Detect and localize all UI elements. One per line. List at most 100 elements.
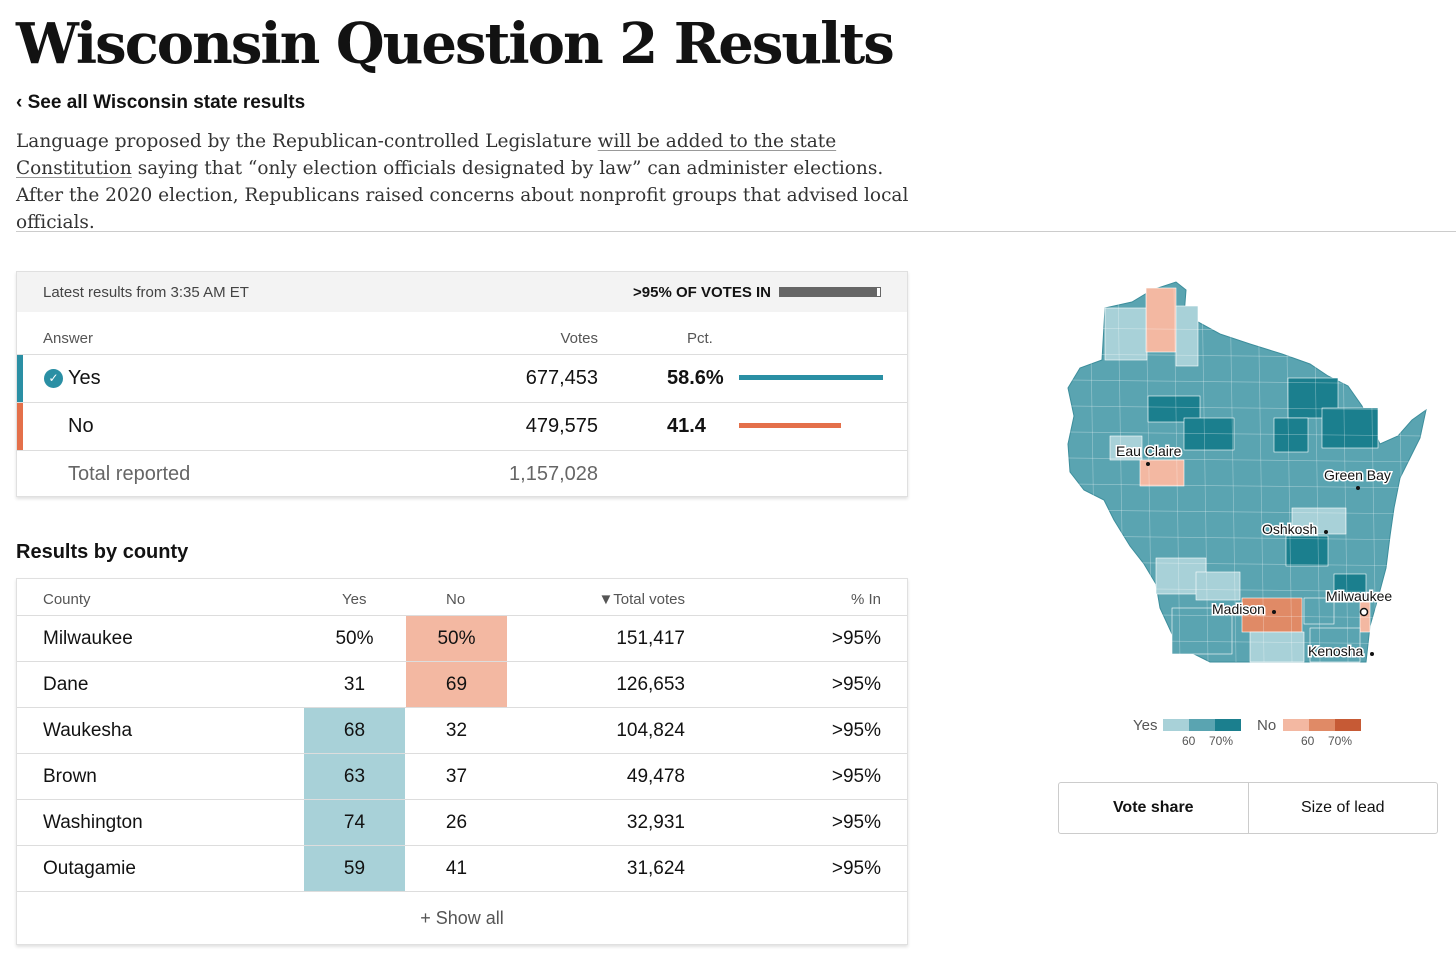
county-border [1067, 535, 1427, 541]
county-yes: 59 [304, 846, 405, 891]
answer-row-yes: ✓ Yes 677,453 58.6% [17, 355, 907, 403]
county-total-votes: 32,931 [626, 812, 685, 833]
back-to-state-results-link[interactable]: ‹ See all Wisconsin state results [16, 92, 306, 113]
county-shape [1104, 307, 1148, 361]
col-total-votes[interactable]: ▼Total votes [598, 591, 685, 608]
county-shape [1291, 507, 1347, 535]
no-pct-bar [739, 423, 841, 428]
county-no: 50% [406, 616, 507, 661]
county-border [1067, 431, 1427, 437]
county-border [1397, 287, 1405, 663]
county-total-votes: 104,824 [616, 720, 685, 741]
county-shape [1359, 601, 1371, 633]
winner-check-icon: ✓ [44, 369, 63, 388]
results-summary: Latest results from 3:35 AM ET >95% OF V… [16, 271, 908, 497]
col-pct: Pct. [687, 330, 713, 347]
county-yes: 63 [304, 754, 405, 799]
legend-no-swatch-light [1283, 719, 1309, 731]
legend-yes-swatch-dark [1215, 719, 1241, 731]
county-name: Outagamie [43, 858, 136, 879]
col-county[interactable]: County [43, 591, 91, 608]
county-total-votes: 31,624 [626, 858, 685, 879]
county-border [1285, 287, 1293, 663]
county-yes: 68 [304, 708, 405, 753]
county-border [1313, 287, 1321, 663]
updated-timestamp: Latest results from 3:35 AM ET [43, 283, 249, 301]
county-pct-in: >95% [831, 674, 881, 695]
county-name: Washington [43, 812, 143, 833]
yes-pct-bar [739, 375, 883, 380]
wisconsin-county-map[interactable]: Eau Claire Green Bay Oshkosh Madison Milwauk… [1060, 268, 1440, 678]
city-dot [1370, 652, 1374, 656]
legend-no-tick-60: 60 [1301, 734, 1315, 748]
col-answer: Answer [43, 330, 94, 347]
vote-share-tab[interactable]: Vote share [1059, 783, 1249, 833]
city-dot [1146, 462, 1150, 466]
answer-row-no: No 479,575 41.4 [17, 403, 907, 451]
county-shape [1171, 607, 1233, 655]
total-label: Total reported [68, 463, 191, 485]
county-border [1067, 353, 1427, 359]
county-border [1089, 287, 1097, 663]
county-no: 37 [445, 766, 468, 787]
county-table-header: County Yes No ▼Total votes % In [17, 579, 907, 616]
show-all-button[interactable]: + Show all [420, 908, 504, 928]
county-row-outagamie[interactable]: Outagamie 59 41 31,624 >95% [17, 846, 907, 892]
size-of-lead-tab[interactable]: Size of lead [1300, 799, 1385, 816]
legend-no-label: No [1257, 717, 1277, 734]
county-yes: 31 [343, 674, 366, 695]
county-shape [1147, 395, 1201, 423]
county-name: Waukesha [43, 720, 133, 741]
city-dot [1356, 486, 1360, 490]
yes-pct: 58.6% [667, 367, 724, 389]
description-text-1: Language proposed by the Republican-cont… [16, 131, 598, 152]
county-pct-in: >95% [831, 720, 881, 741]
county-yes: 74 [304, 800, 405, 845]
yes-stripe [17, 355, 23, 402]
county-shape [1321, 407, 1379, 449]
page-title: Wisconsin Question 2 Results [16, 11, 895, 77]
city-labels: Eau Claire Green Bay Oshkosh Madison Milwauk… [1115, 442, 1394, 661]
county-row-waukesha[interactable]: Waukesha 68 32 104,824 >95% [17, 708, 907, 754]
county-total-votes: 49,478 [626, 766, 685, 787]
answer-yes-label: Yes [68, 367, 101, 389]
county-name: Brown [43, 766, 97, 787]
legend-no-swatch-mid [1309, 719, 1335, 731]
county-border [1067, 379, 1427, 385]
county-row-washington[interactable]: Washington 74 26 32,931 >95% [17, 800, 907, 846]
col-pct-in[interactable]: % In [850, 591, 881, 608]
county-border [1067, 405, 1427, 411]
description: Language proposed by the Republican-cont… [16, 128, 916, 236]
county-border [1257, 287, 1265, 663]
constitution-link[interactable]: will be added to the state Constitution [16, 131, 837, 179]
county-row-dane[interactable]: Dane 31 69 126,653 >95% [17, 662, 907, 708]
county-row-brown[interactable]: Brown 63 37 49,478 >95% [17, 754, 907, 800]
map-mode-toggle: Vote share Size of lead [1058, 782, 1438, 834]
legend-no-tick-70: 70% [1328, 734, 1353, 748]
county-border [1341, 287, 1349, 663]
city-dot [1359, 607, 1369, 617]
legend-yes-tick-60: 60 [1182, 734, 1196, 748]
map-legend: Yes 60 70% No 60 70% [1133, 714, 1373, 754]
county-name: Dane [43, 674, 89, 695]
county-border [1145, 287, 1153, 663]
county-row-milwaukee[interactable]: Milwaukee 50% 50% 151,417 >95% [17, 616, 907, 662]
county-shape [1175, 305, 1199, 367]
county-pct-in: >95% [831, 766, 881, 787]
county-no: 26 [445, 812, 468, 833]
col-no[interactable]: No [446, 591, 466, 608]
county-border [1067, 639, 1427, 645]
county-shape [1183, 417, 1235, 451]
county-shape [1145, 287, 1177, 353]
county-table: County Yes No ▼Total votes % In Milwauke… [16, 578, 908, 945]
reporting-label: >95% OF VOTES IN [633, 283, 771, 301]
county-border [1067, 509, 1427, 515]
col-votes: Votes [560, 330, 598, 347]
county-border [1201, 287, 1209, 663]
legend-yes-tick-70: 70% [1209, 734, 1234, 748]
county-border [1173, 287, 1181, 663]
no-pct: 41.4 [667, 415, 706, 437]
city-dot [1324, 530, 1328, 534]
col-yes[interactable]: Yes [342, 591, 367, 608]
county-yes: 50% [335, 628, 374, 649]
